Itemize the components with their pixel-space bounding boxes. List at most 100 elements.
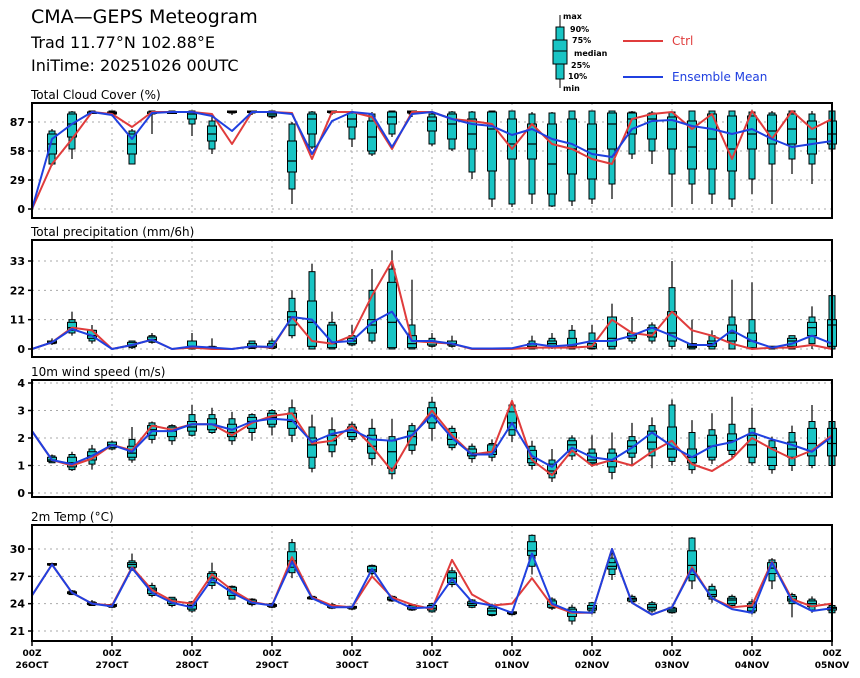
box-25-75 — [367, 120, 377, 152]
ensemble-mean-line — [31, 548, 833, 616]
x-tick-hour: 00Z — [822, 649, 842, 659]
box-25-75 — [347, 112, 357, 128]
box-25-75 — [647, 430, 657, 450]
box-25-75 — [627, 112, 637, 135]
box-25-75 — [487, 111, 497, 172]
box-whisker — [667, 111, 677, 207]
box-whisker — [807, 405, 817, 469]
box-whisker — [587, 601, 597, 615]
box-whisker — [647, 111, 657, 164]
y-tick-label: 11 — [10, 314, 25, 327]
x-tick-date: 05NOV — [815, 661, 849, 671]
x-tick-date: 29OCT — [256, 661, 290, 671]
box-whisker — [187, 110, 197, 136]
box-whisker — [687, 537, 697, 590]
y-tick-label: 30 — [10, 543, 26, 556]
legend-label-min: min — [563, 84, 580, 93]
panel-3: 2m Temp (°C) 21 24 27 30 — [10, 510, 837, 642]
box-whisker — [447, 111, 457, 151]
y-tick-label: 2 — [17, 432, 25, 445]
y-tick-label: 87 — [10, 116, 25, 129]
box-whisker — [247, 413, 257, 441]
box-whisker — [727, 110, 737, 207]
box-whisker — [407, 422, 417, 455]
y-tick-label: 22 — [10, 284, 25, 297]
box-25-75 — [647, 113, 657, 140]
box-whisker — [67, 451, 77, 471]
box-whisker — [387, 250, 397, 350]
box-25-75 — [607, 316, 617, 347]
x-tick-hour: 00Z — [102, 649, 122, 659]
box-whisker — [307, 111, 317, 149]
box-whisker — [747, 111, 757, 194]
y-tick-label: 4 — [17, 377, 25, 390]
box-25-75 — [227, 586, 237, 596]
panel-frame — [31, 379, 833, 498]
box-whisker — [807, 306, 817, 349]
x-tick-hour: 00Z — [662, 649, 682, 659]
x-tick-hour: 00Z — [182, 649, 202, 659]
box-whisker — [767, 111, 777, 204]
x-tick-hour: 00Z — [502, 649, 522, 659]
box-whisker — [487, 603, 497, 617]
box-25-75 — [767, 447, 777, 466]
ensemble-mean-line — [31, 111, 833, 210]
y-tick-label: 0 — [17, 343, 25, 356]
x-tick-date: 04NOV — [735, 661, 769, 671]
box-25-75 — [767, 114, 777, 145]
y-tick-label: 27 — [10, 570, 25, 583]
location-label: Trad 11.77°N 102.88°E — [31, 33, 215, 52]
legend-ctrl-label: Ctrl — [672, 34, 693, 48]
panel-1: Total precipitation (mm/6h) 0 11 22 33 — [10, 225, 837, 358]
box-whisker — [367, 269, 377, 344]
box-whisker — [447, 335, 457, 348]
legend-label-median: median — [574, 49, 608, 58]
box-25-75 — [67, 321, 77, 331]
x-tick-date: 30OCT — [336, 661, 370, 671]
legend-label-90: 90% — [570, 25, 589, 34]
box-25-75 — [67, 113, 77, 138]
x-tick-date: 27OCT — [96, 661, 130, 671]
panel-title: 10m wind speed (m/s) — [31, 365, 165, 379]
x-tick-date: 28OCT — [176, 661, 210, 671]
x-tick-date: 31OCT — [416, 661, 450, 671]
box-whisker — [547, 112, 557, 207]
box-whisker — [607, 303, 617, 350]
box-whisker — [527, 534, 537, 575]
box-25-75 — [747, 434, 757, 458]
x-tick-date: 02NOV — [575, 661, 609, 671]
box-10-90 — [368, 289, 376, 342]
box-25-75 — [747, 115, 757, 150]
box-25-75 — [727, 597, 737, 605]
box-25-75 — [447, 113, 457, 140]
legend: max 90% 75% median 25% 10% min Ctrl Ense… — [552, 12, 767, 93]
box-whisker — [647, 600, 657, 613]
box-25-75 — [287, 140, 297, 173]
x-tick-hour: 00Z — [582, 649, 602, 659]
x-tick-date: 03NOV — [655, 661, 689, 671]
box-whisker — [787, 425, 797, 471]
box-whisker — [127, 129, 137, 165]
legend-label-75: 75% — [572, 36, 591, 45]
box-whisker — [367, 418, 377, 466]
ctrl-line — [31, 399, 833, 477]
box-whisker — [767, 436, 777, 474]
box-whisker — [127, 427, 137, 463]
panel-title: Total precipitation (mm/6h) — [30, 225, 194, 239]
box-whisker — [787, 110, 797, 174]
init-time-label: IniTime: 20251026 00UTC — [31, 56, 239, 75]
box-whisker — [187, 405, 197, 437]
y-tick-label: 1 — [17, 460, 25, 473]
box-whisker — [667, 399, 677, 466]
box-whisker — [227, 110, 237, 115]
chart-title: CMA—GEPS Meteogram — [31, 6, 258, 28]
box-25-75 — [807, 120, 817, 155]
box-25-75 — [387, 111, 397, 125]
box-25-75 — [727, 115, 737, 172]
y-tick-label: 29 — [10, 174, 25, 187]
box-25-75 — [427, 116, 437, 132]
box-whisker — [247, 340, 257, 349]
ensemble-mean-line — [31, 310, 833, 350]
box-whisker — [727, 396, 737, 459]
